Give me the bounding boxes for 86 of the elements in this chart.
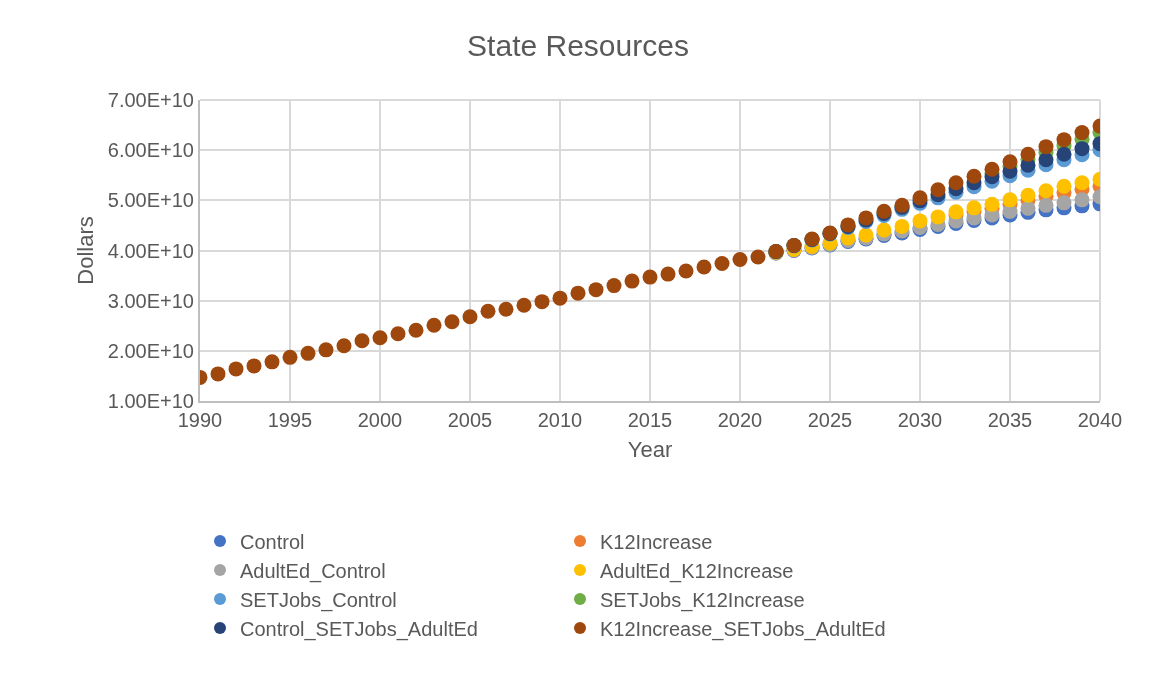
legend-label: AdultEd_Control [240,559,386,583]
point [1074,192,1090,208]
point [732,252,748,268]
y-tick-label: 4.00E+10 [107,239,194,262]
legend-label: SETJobs_Control [240,588,397,612]
point [750,249,766,265]
x-tick-label: 2005 [447,409,493,431]
point [966,168,982,184]
point [1020,187,1036,203]
point [660,266,676,282]
x-tick-label: 2025 [807,409,853,431]
point [408,322,424,338]
point [444,314,460,330]
point [1038,197,1054,213]
point [480,303,496,319]
point [948,175,964,191]
point [930,182,946,198]
point [984,196,1000,212]
point [516,297,532,313]
point [1074,141,1090,157]
chart-title: State Resources [467,28,689,62]
y-tick-label: 5.00E+10 [107,189,194,212]
x-tick-label: 2030 [897,409,943,431]
point [1056,178,1072,194]
point [930,209,946,225]
point [462,309,478,325]
point [1074,175,1090,191]
point [336,338,352,354]
legend-label: AdultEd_K12Increase [600,559,794,583]
point [1038,152,1054,168]
legend-label: SETJobs_K12Increase [600,588,805,612]
point [552,290,568,306]
point [390,326,406,342]
y-tick-label: 3.00E+10 [107,289,194,312]
point [282,349,298,365]
x-tick-label: 2035 [987,409,1033,431]
y-axis-title: Dollars [73,216,99,285]
point [1074,125,1090,141]
x-tick-label: 2015 [627,409,673,431]
point [588,282,604,298]
point [1056,146,1072,162]
point [1020,200,1036,216]
point [1038,183,1054,199]
point [1002,192,1018,208]
point [606,278,622,294]
point [714,256,730,272]
x-tick-label: 1995 [267,409,313,431]
point [1038,139,1054,155]
point [678,263,694,279]
point [642,269,658,285]
point [696,259,712,275]
x-tick-label: 1990 [177,409,223,431]
point [984,161,1000,177]
point [426,317,442,333]
point [300,345,316,361]
point [228,361,244,377]
legend-label: Control_SETJobs_AdultEd [240,617,478,641]
point [894,218,910,234]
point [1056,132,1072,148]
point [318,342,334,358]
point [1056,195,1072,211]
point [1002,154,1018,170]
x-tick-label: 2000 [357,409,403,431]
point [912,213,928,229]
x-tick-label: 2020 [717,409,763,431]
y-tick-label: 2.00E+10 [107,339,194,362]
point [354,333,370,349]
y-tick-label: 7.00E+10 [107,89,194,111]
point [534,294,550,310]
point [876,222,892,238]
legend-label: Control [240,530,305,553]
point [210,366,226,382]
x-tick-label: 2010 [537,409,583,431]
x-tick-label: 2040 [1077,409,1123,431]
legend-label: K12Increase [600,530,713,553]
point [372,330,388,346]
point [498,301,514,317]
y-tick-label: 1.00E+10 [107,390,194,412]
point [570,285,586,301]
y-tick-label: 6.00E+10 [107,139,194,162]
legend-label: K12Increase_SETJobs_AdultEd [600,617,886,641]
point [1020,146,1036,162]
point [264,354,280,370]
point [246,358,262,374]
point [624,273,640,289]
x-axis-title: Year [627,437,673,463]
